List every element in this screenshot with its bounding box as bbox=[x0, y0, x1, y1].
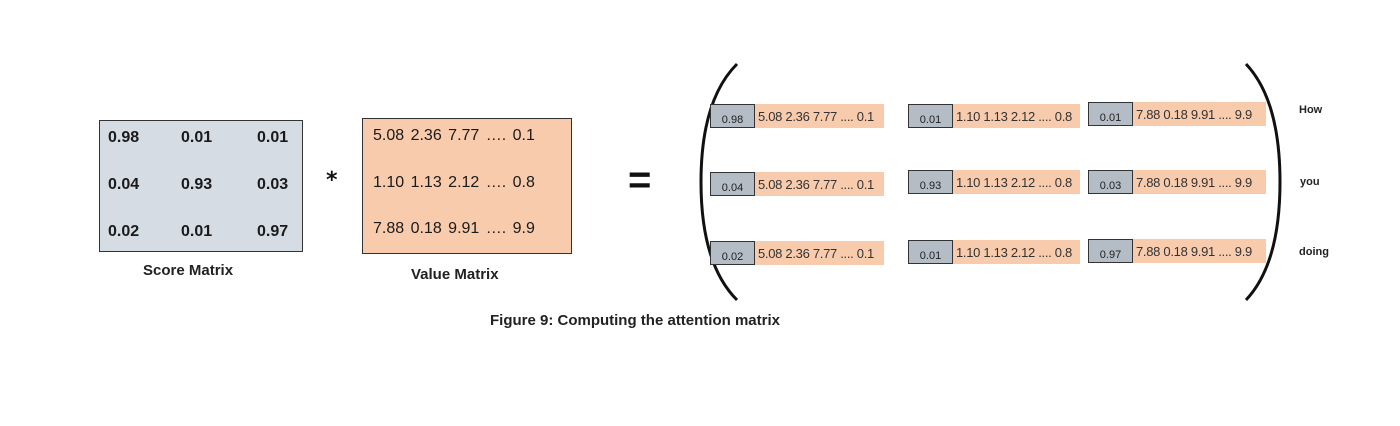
value-matrix-row: 1.10 1.13 2.12 …. 0.8 bbox=[373, 174, 535, 191]
result-cell-score: 0.98 bbox=[710, 104, 755, 128]
score-matrix-cell: 0.03 bbox=[257, 176, 289, 193]
result-cell-vector: 5.08 2.36 7.77 .... 0.1 bbox=[755, 172, 884, 196]
value-matrix: 5.08 2.36 7.77 …. 0.1 1.10 1.13 2.12 …. … bbox=[362, 118, 572, 254]
result-cell-score: 0.93 bbox=[908, 170, 953, 194]
result-cell: 0.93 1.10 1.13 2.12 .... 0.8 bbox=[908, 170, 1080, 194]
result-cell-score: 0.01 bbox=[1088, 102, 1133, 126]
result-cell: 0.01 1.10 1.13 2.12 .... 0.8 bbox=[908, 240, 1080, 264]
value-matrix-row: 5.08 2.36 7.77 …. 0.1 bbox=[373, 127, 535, 144]
result-cell: 0.01 1.10 1.13 2.12 .... 0.8 bbox=[908, 104, 1080, 128]
left-parenthesis bbox=[699, 62, 739, 302]
result-cell: 0.04 5.08 2.36 7.77 .... 0.1 bbox=[710, 172, 884, 196]
score-matrix-cell: 0.01 bbox=[257, 129, 289, 146]
score-matrix-cell: 0.04 bbox=[108, 176, 140, 193]
result-cell: 0.01 7.88 0.18 9.91 .... 9.9 bbox=[1088, 102, 1266, 126]
value-matrix-label: Value Matrix bbox=[411, 266, 499, 283]
figure-caption: Figure 9: Computing the attention matrix bbox=[489, 312, 780, 329]
result-cell-score: 0.01 bbox=[908, 104, 953, 128]
multiply-operator: * bbox=[326, 168, 338, 193]
score-matrix-cell: 0.97 bbox=[257, 223, 289, 240]
result-cell-vector: 1.10 1.13 2.12 .... 0.8 bbox=[953, 104, 1080, 128]
result-cell-vector: 7.88 0.18 9.91 .... 9.9 bbox=[1133, 170, 1266, 194]
result-cell-vector: 7.88 0.18 9.91 .... 9.9 bbox=[1133, 239, 1266, 263]
result-cell: 0.98 5.08 2.36 7.77 .... 0.1 bbox=[710, 104, 884, 128]
score-matrix-cell: 0.02 bbox=[108, 223, 140, 240]
token-label: How bbox=[1299, 104, 1323, 116]
score-matrix-label: Score Matrix bbox=[143, 262, 234, 279]
equals-operator: = bbox=[628, 158, 652, 202]
result-cell: 0.03 7.88 0.18 9.91 .... 9.9 bbox=[1088, 170, 1266, 194]
score-matrix-cell: 0.01 bbox=[181, 223, 213, 240]
result-cell-vector: 7.88 0.18 9.91 .... 9.9 bbox=[1133, 102, 1266, 126]
result-cell-vector: 5.08 2.36 7.77 .... 0.1 bbox=[755, 241, 884, 265]
score-matrix-cell: 0.93 bbox=[181, 176, 213, 193]
result-cell-score: 0.01 bbox=[908, 240, 953, 264]
token-label: doing bbox=[1299, 246, 1329, 258]
result-cell-vector: 1.10 1.13 2.12 .... 0.8 bbox=[953, 170, 1080, 194]
result-cell: 0.02 5.08 2.36 7.77 .... 0.1 bbox=[710, 241, 884, 265]
right-parenthesis bbox=[1244, 62, 1282, 302]
result-cell: 0.97 7.88 0.18 9.91 .... 9.9 bbox=[1088, 239, 1266, 263]
result-cell-score: 0.02 bbox=[710, 241, 755, 265]
score-matrix-cell: 0.98 bbox=[108, 129, 140, 146]
value-matrix-row: 7.88 0.18 9.91 …. 9.9 bbox=[373, 220, 535, 237]
score-matrix-cell: 0.01 bbox=[181, 129, 213, 146]
score-matrix: 0.98 0.01 0.01 0.04 0.93 0.03 0.02 0.01 … bbox=[99, 120, 303, 252]
token-label: you bbox=[1300, 176, 1320, 188]
result-cell-score: 0.03 bbox=[1088, 170, 1133, 194]
result-cell-vector: 1.10 1.13 2.12 .... 0.8 bbox=[953, 240, 1080, 264]
result-cell-score: 0.97 bbox=[1088, 239, 1133, 263]
result-cell-score: 0.04 bbox=[710, 172, 755, 196]
result-cell-vector: 5.08 2.36 7.77 .... 0.1 bbox=[755, 104, 884, 128]
